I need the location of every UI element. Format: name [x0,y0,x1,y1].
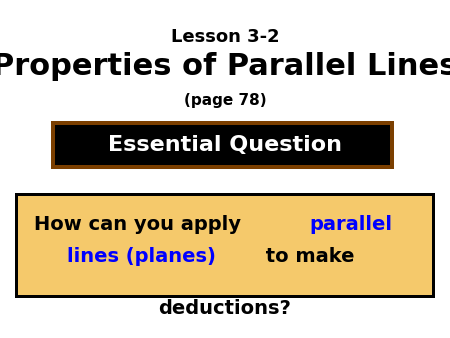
Bar [51,121,394,169]
Text: Properties of Parallel Lines: Properties of Parallel Lines [0,52,450,81]
Bar [15,193,435,298]
Text: Essential Question: Essential Question [108,135,342,155]
Text: Lesson 3-2: Lesson 3-2 [171,28,279,46]
Text: (page 78): (page 78) [184,93,266,108]
Text: How can you apply: How can you apply [34,216,248,235]
Bar [55,125,390,165]
Text: lines (planes): lines (planes) [68,247,216,266]
Text: parallel: parallel [309,216,392,235]
Text: to make: to make [260,247,355,266]
Bar [18,196,432,295]
Text: deductions?: deductions? [158,298,292,317]
